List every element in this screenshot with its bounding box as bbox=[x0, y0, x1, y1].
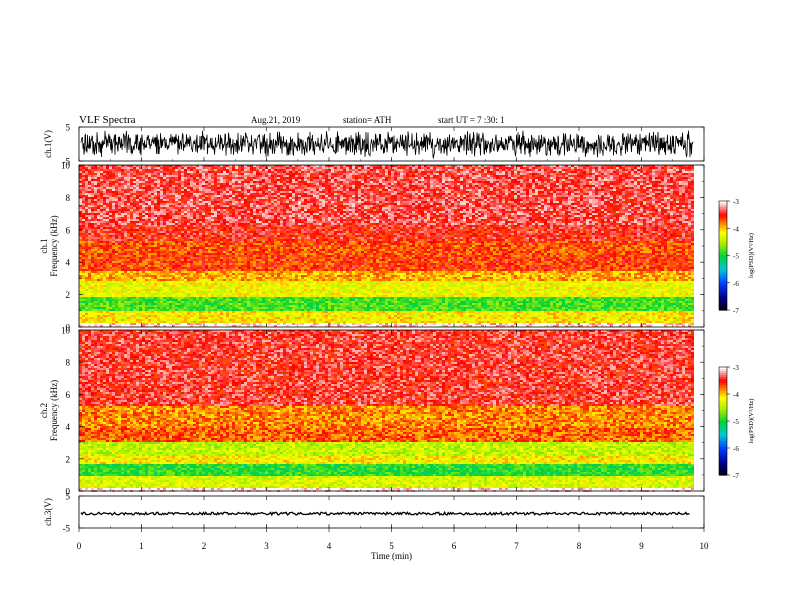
x-axis-label: Time (min) bbox=[371, 551, 412, 561]
colorbar-tick-label: -4 bbox=[733, 225, 739, 233]
y-tick-label: 6 bbox=[66, 390, 71, 400]
date-label: Aug.21, 2019 bbox=[251, 115, 301, 125]
spectrogram-ch1 bbox=[79, 165, 694, 327]
x-tick-label: 2 bbox=[202, 541, 207, 551]
panel-1: 5-5ch.1(V) bbox=[43, 123, 704, 167]
colorbar-tick-label: -6 bbox=[733, 280, 739, 288]
colorbar-tick-label: -7 bbox=[733, 307, 739, 315]
colorbar-tick-label: -7 bbox=[733, 472, 739, 480]
y-tick-label: -5 bbox=[63, 524, 71, 534]
colorbar-tick-label: -3 bbox=[733, 198, 739, 206]
x-tick-label: 4 bbox=[327, 541, 332, 551]
colorbar-ch1: -3 -4 -5 -6 -7 log(PSD)(V²/Hz) bbox=[719, 198, 755, 315]
x-tick-label: 1 bbox=[139, 541, 144, 551]
y-tick-label: 5 bbox=[66, 123, 71, 133]
colorbar-ch2: -3 -4 -5 -6 -7 log(PSD)(V²/Hz) bbox=[719, 364, 755, 480]
x-tick-label: 8 bbox=[577, 541, 582, 551]
colorbar-label: log(PSD)(V²/Hz) bbox=[748, 233, 755, 278]
colorbar-tick-label: -3 bbox=[733, 364, 739, 372]
x-tick-label: 5 bbox=[389, 541, 394, 551]
y-axis-label: Frequency (kHz) bbox=[49, 215, 59, 276]
trace-ch1 bbox=[81, 131, 693, 158]
x-tick-label: 6 bbox=[452, 541, 457, 551]
y-tick-label: 10 bbox=[61, 326, 71, 336]
panel-frame bbox=[79, 127, 704, 161]
y-tick-label: 5 bbox=[66, 492, 71, 502]
x-tick-label: 10 bbox=[700, 541, 710, 551]
x-tick-label: 3 bbox=[264, 541, 269, 551]
y-tick-label: 4 bbox=[66, 422, 71, 432]
y-axis-label: ch.3(V) bbox=[43, 498, 53, 526]
x-tick-label: 7 bbox=[514, 541, 519, 551]
colorbar-tick-label: -6 bbox=[733, 445, 739, 453]
figure-title: VLF Spectra bbox=[79, 114, 136, 126]
y-tick-label: 6 bbox=[66, 225, 71, 235]
y-tick-label: 4 bbox=[66, 258, 71, 268]
y-tick-label: 10 bbox=[61, 161, 71, 171]
y-tick-label: 8 bbox=[66, 193, 71, 203]
colorbar-tick-label: -4 bbox=[733, 391, 739, 399]
y-tick-label: 2 bbox=[66, 290, 71, 300]
x-tick-label: 9 bbox=[639, 541, 644, 551]
y-axis-label: ch.1 bbox=[39, 238, 49, 253]
panel-4: 5 -5 ch.3(V) bbox=[43, 492, 704, 534]
spectrogram-ch2 bbox=[79, 330, 694, 492]
colorbar-tick-label: -5 bbox=[733, 253, 739, 261]
colorbar-tick-label: -5 bbox=[733, 418, 739, 426]
y-axis-label: Frequency (kHz) bbox=[49, 380, 59, 441]
trace-ch3 bbox=[81, 512, 689, 515]
y-axis-label: ch.1(V) bbox=[43, 130, 53, 158]
x-tick-label: 0 bbox=[77, 541, 82, 551]
start-time-label: start UT = 7 :30: 1 bbox=[438, 115, 505, 125]
y-tick-label: 8 bbox=[66, 358, 71, 368]
y-axis-label: ch.2 bbox=[39, 403, 49, 418]
colorbars: -3 -4 -5 -6 -7 log(PSD)(V²/Hz) -3 -4 -5 -6 -7 log(P… bbox=[719, 198, 755, 480]
y-tick-label: 2 bbox=[66, 454, 71, 464]
colorbar-label: log(PSD)(V²/Hz) bbox=[748, 399, 755, 444]
vlf-figure: VLF Spectra Aug.21, 2019 station= ATH st… bbox=[0, 0, 792, 612]
station-label: station= ATH bbox=[343, 115, 392, 125]
